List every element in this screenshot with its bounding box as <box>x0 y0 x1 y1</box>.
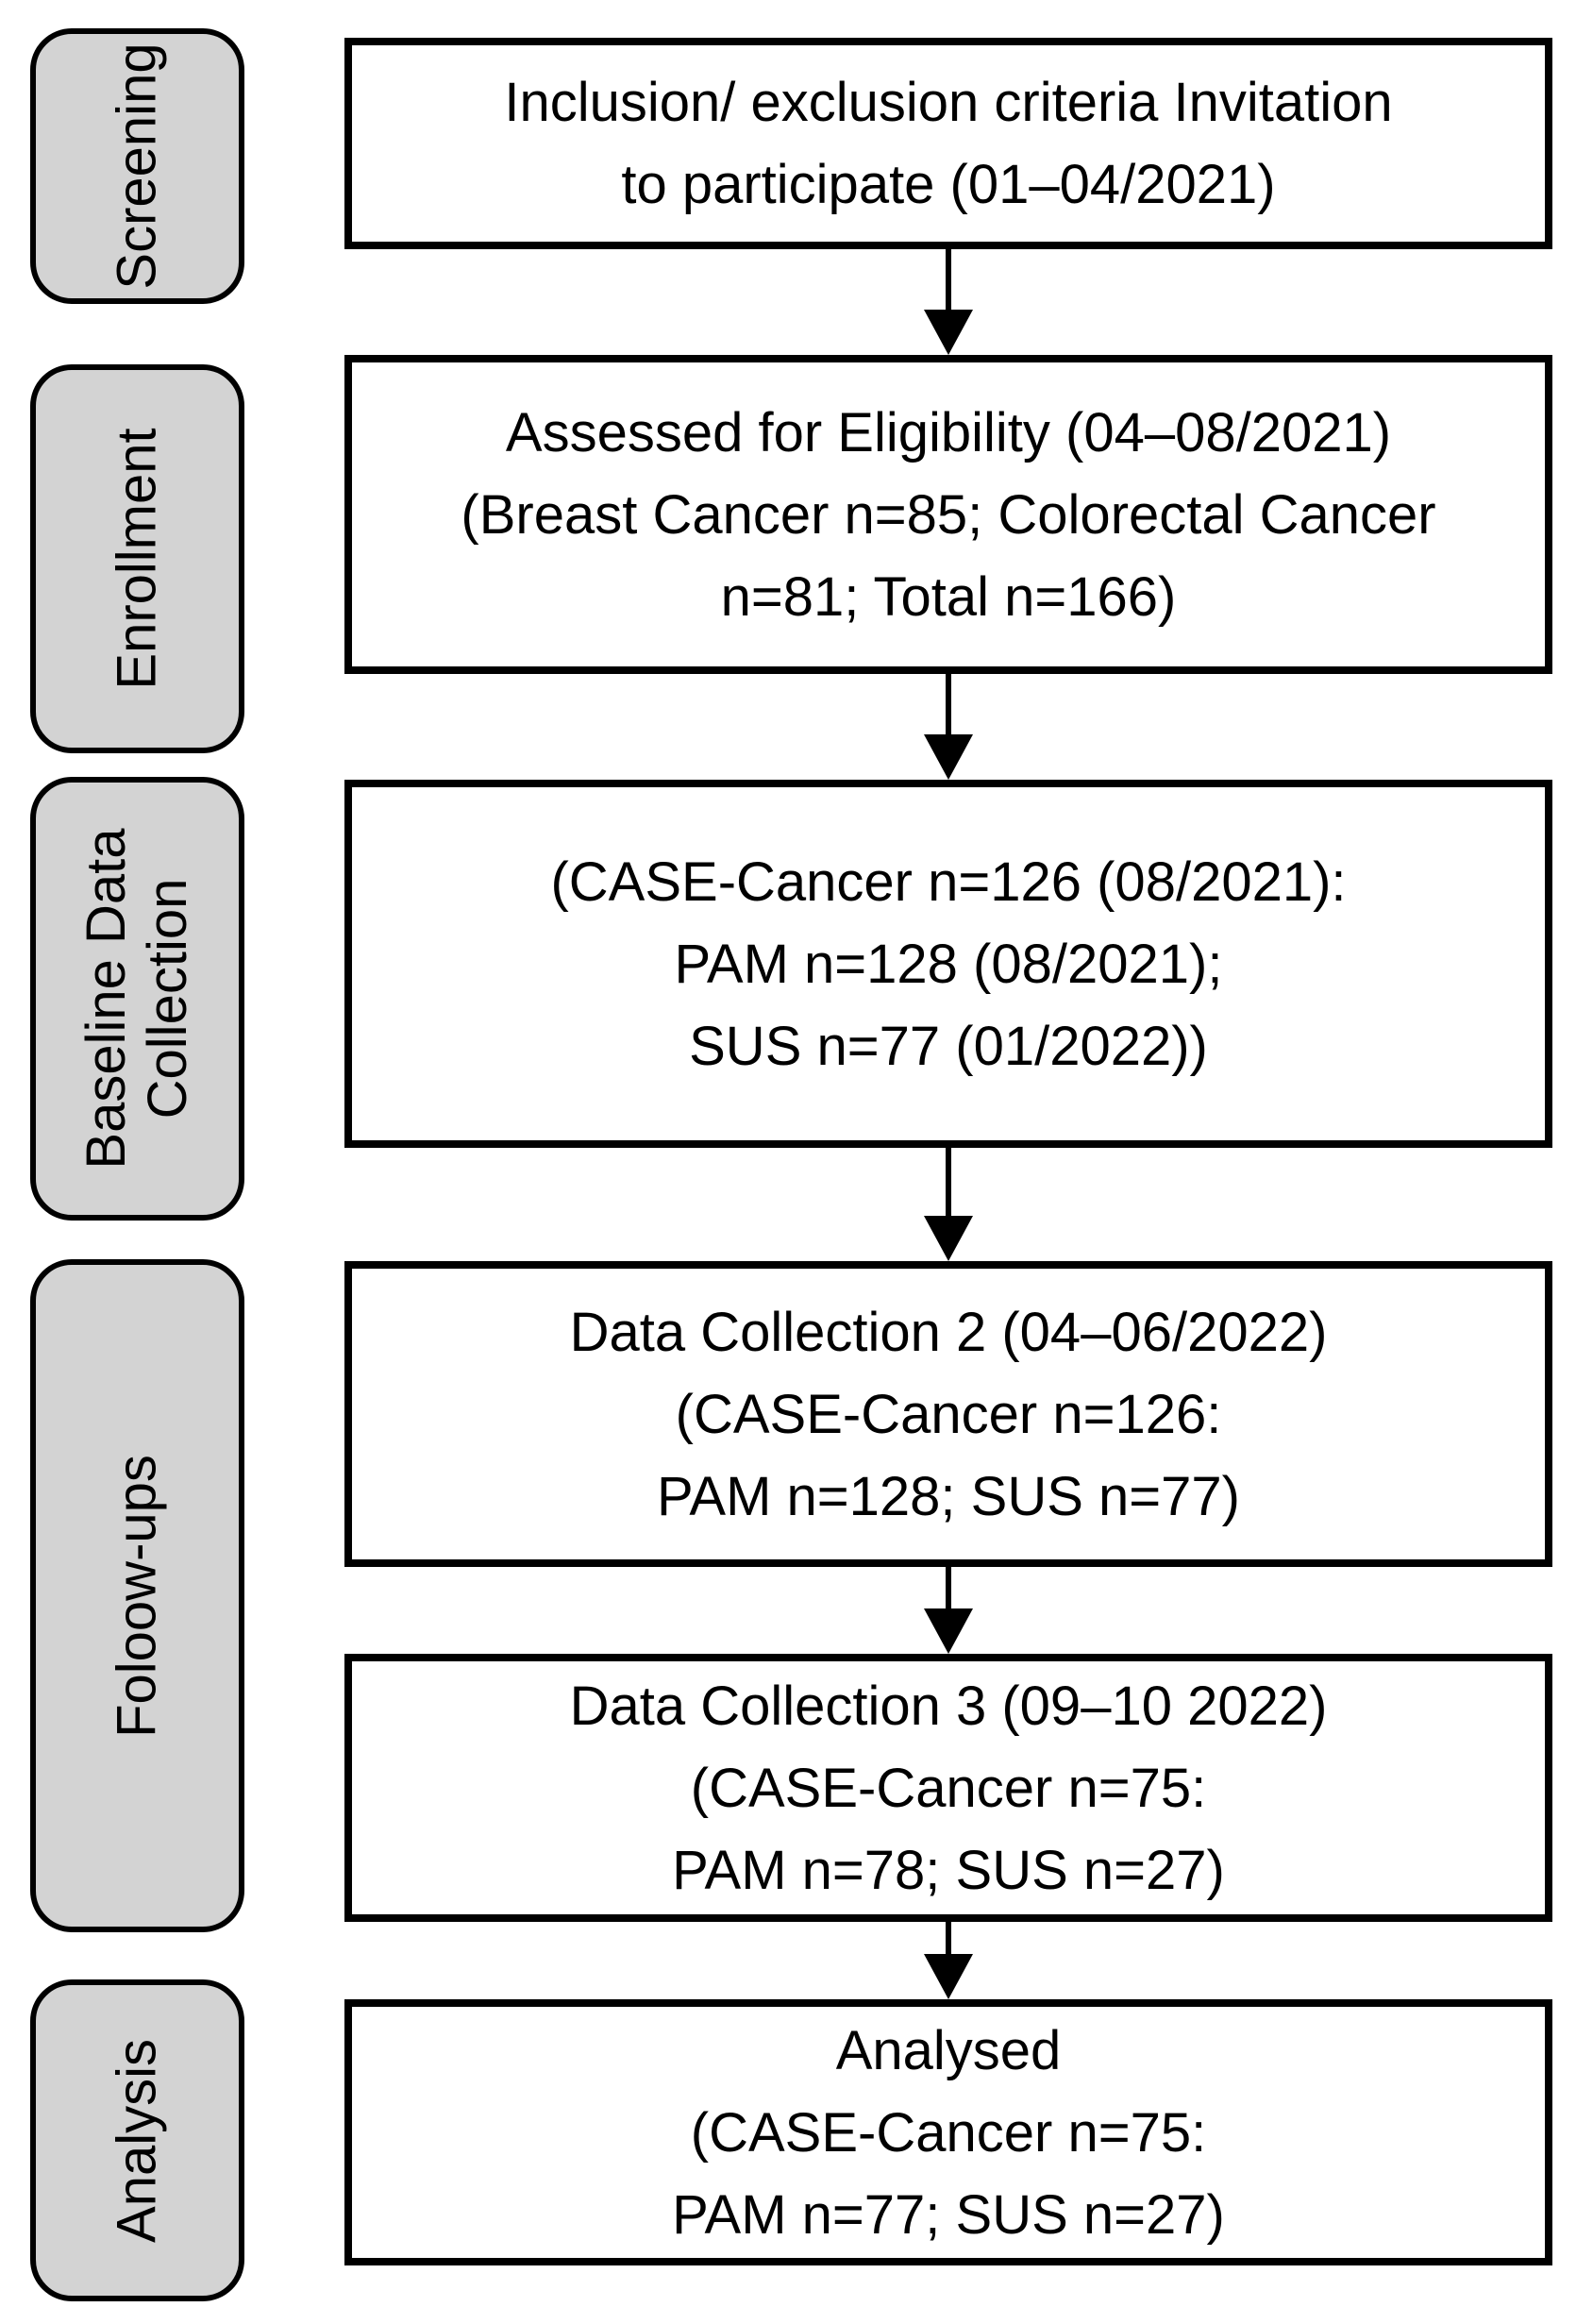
stage-label-line: Analysis <box>106 2038 168 2243</box>
box-text-line: (CASE-Cancer n=75: <box>690 1757 1207 1819</box>
flow-box-analysed: Analysed (CASE-Cancer n=75: PAM n=77; SU… <box>344 1999 1552 2265</box>
down-arrow <box>924 674 973 780</box>
box-text-line: SUS n=77 (01/2022)) <box>689 1015 1208 1077</box>
stage-enrollment: Enrollment <box>30 364 244 753</box>
arrow-down-icon <box>924 734 973 780</box>
box-text-line: to participate (01–04/2021) <box>621 154 1276 215</box>
stage-label-line: Foloow-ups <box>106 1454 168 1738</box>
box-text-line: Assessed for Eligibility (04–08/2021) <box>505 401 1392 463</box>
down-arrow <box>924 1922 973 1999</box>
stage-label-line: Baseline Data <box>75 828 137 1170</box>
flow-box-data-collection-2: Data Collection 2 (04–06/2022) (CASE-Can… <box>344 1261 1552 1567</box>
box-text-line: (Breast Cancer n=85; Colorectal Cancer <box>461 483 1436 546</box>
box-text-line: PAM n=128; SUS n=77) <box>657 1465 1240 1527</box>
box-text-line: Analysed <box>835 2019 1062 2081</box>
arrow-line <box>946 1922 951 1958</box>
stage-analysis: Analysis <box>30 1979 244 2301</box>
flow-box-screening-criteria: Inclusion/ exclusion criteria Invitation… <box>344 38 1552 249</box>
box-text-line: PAM n=77; SUS n=27) <box>672 2183 1225 2246</box>
stage-label: Analysis <box>106 2038 168 2243</box>
stage-label-line: Screening <box>106 42 168 290</box>
stage-label: Baseline Data Collection <box>75 828 199 1170</box>
stage-label: Screening <box>106 42 168 290</box>
box-text-line: Data Collection 2 (04–06/2022) <box>569 1301 1328 1363</box>
arrow-line <box>946 249 951 313</box>
box-text-line: PAM n=128 (08/2021); <box>674 933 1223 995</box>
arrow-down-icon <box>924 1608 973 1654</box>
box-text-line: (CASE-Cancer n=126 (08/2021): <box>550 850 1347 913</box>
box-text-line: PAM n=78; SUS n=27) <box>672 1839 1225 1901</box>
stage-foloow-ups: Foloow-ups <box>30 1259 244 1932</box>
arrow-line <box>946 674 951 738</box>
box-text-line: (CASE-Cancer n=126: <box>675 1383 1222 1445</box>
stage-label-line: Collection <box>136 878 198 1120</box>
flow-box-data-collection-3: Data Collection 3 (09–10 2022) (CASE-Can… <box>344 1654 1552 1922</box>
stage-label: Enrollment <box>106 428 168 690</box>
box-text-line: (CASE-Cancer n=75: <box>690 2101 1207 2164</box>
stage-baseline-data-collection: Baseline Data Collection <box>30 777 244 1221</box>
down-arrow <box>924 249 973 355</box>
down-arrow <box>924 1148 973 1261</box>
box-text-line: Inclusion/ exclusion criteria Invitation <box>504 72 1393 133</box>
flow-box-baseline-data-collection: (CASE-Cancer n=126 (08/2021): PAM n=128 … <box>344 780 1552 1148</box>
stage-label: Foloow-ups <box>106 1454 168 1738</box>
arrow-down-icon <box>924 1216 973 1261</box>
flow-box-assessed-eligibility: Assessed for Eligibility (04–08/2021) (B… <box>344 355 1552 674</box>
down-arrow <box>924 1567 973 1654</box>
box-text-line: Data Collection 3 (09–10 2022) <box>569 1675 1328 1737</box>
stage-screening: Screening <box>30 28 244 304</box>
arrow-down-icon <box>924 1954 973 1999</box>
box-text-line: n=81; Total n=166) <box>720 565 1177 628</box>
arrow-line <box>946 1148 951 1220</box>
arrow-down-icon <box>924 310 973 355</box>
arrow-line <box>946 1567 951 1612</box>
stage-label-line: Enrollment <box>106 428 168 690</box>
